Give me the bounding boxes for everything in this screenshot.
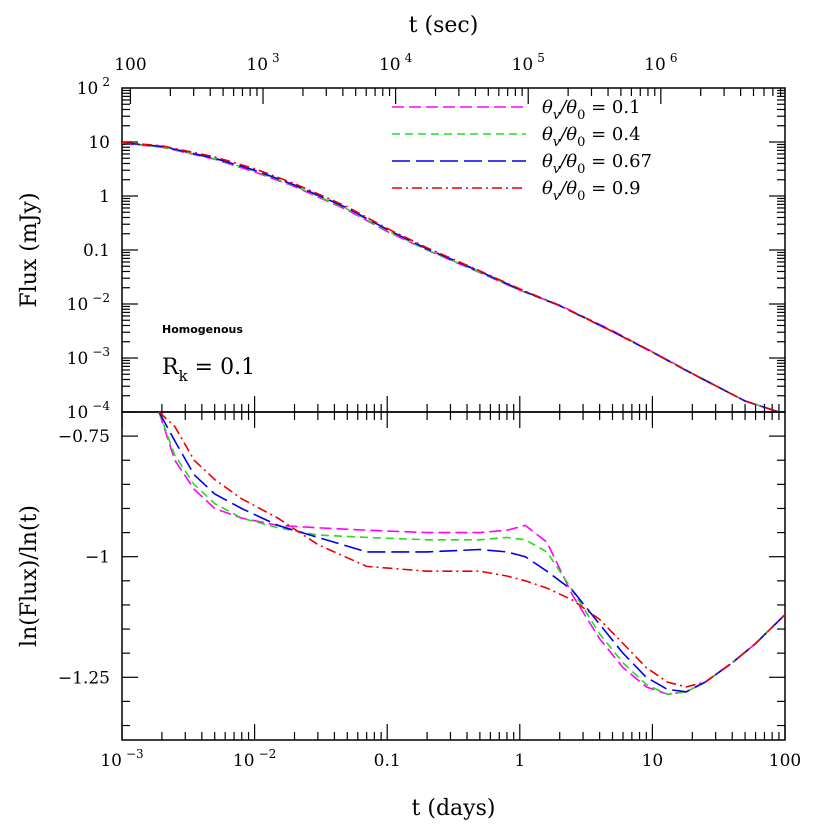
tick-marks [121, 88, 786, 740]
slope-series-line-3 [158, 412, 785, 688]
slope-series-line-0 [158, 412, 785, 696]
flux-y-tick-label: 1 [99, 187, 110, 207]
annotation-rk: Rk = 0.1 [162, 355, 255, 385]
annotation-homogenous: Homogenous [162, 323, 243, 336]
flux-y-tick-label: 10 −2 [67, 291, 110, 315]
flux-series-line-3 [122, 141, 780, 412]
x-tick-label: 100 [769, 751, 801, 771]
slope-series-line-1 [158, 412, 785, 696]
top-tick-label: 100 [114, 55, 146, 75]
flux-y-tick-label: 10 −4 [67, 399, 111, 423]
axis-titles: t (days) t (sec) Flux (mJy) ln(Flux)/ln(t) [17, 13, 495, 821]
top-tick-label: 10 4 [379, 51, 413, 75]
flux-y-axis-title: Flux (mJy) [17, 192, 42, 307]
plot-panels [121, 87, 786, 741]
tick-labels: 10 −3 10 −2 0.1 1 10 100 100 10 3 10 4 10 5 10 6 10 2 10 1 0.… [58, 51, 801, 771]
x-tick-label: 1 [514, 751, 525, 771]
legend: θv/θ0 = 0.1θv/θ0 = 0.4θv/θ0 = 0.67θv/θ0 … [392, 97, 652, 204]
top-axis-title: t (sec) [409, 13, 479, 38]
slope-panel-frame [121, 411, 786, 741]
top-tick-label: 10 5 [512, 51, 545, 75]
flux-y-tick-label: 10 −3 [67, 345, 110, 369]
legend-label-1: θv/θ0 = 0.4 [542, 124, 641, 150]
x-tick-label: 10 −3 [100, 747, 143, 771]
x-tick-label: 0.1 [374, 751, 401, 771]
slope-y-tick-label: −0.75 [58, 427, 110, 447]
x-tick-label: 10 [642, 751, 664, 771]
series-lines [122, 141, 785, 696]
flux-series-line-0 [122, 142, 780, 412]
top-tick-label: 10 6 [644, 51, 677, 75]
slope-y-tick-label: −1 [85, 548, 110, 568]
flux-y-tick-label: 10 2 [77, 75, 110, 99]
x-axis-title: t (days) [412, 796, 496, 821]
flux-y-tick-label: 0.1 [83, 241, 110, 261]
slope-y-tick-label: −1.25 [58, 668, 110, 688]
x-tick-label: 10 −2 [233, 747, 276, 771]
annotations: Homogenous Rk = 0.1 [162, 323, 255, 385]
slope-series-line-2 [158, 412, 785, 693]
top-tick-label: 10 3 [246, 51, 279, 75]
slope-y-axis-title: ln(Flux)/ln(t) [17, 505, 42, 647]
legend-label-3: θv/θ0 = 0.9 [542, 178, 641, 204]
legend-label-0: θv/θ0 = 0.1 [542, 97, 641, 123]
legend-label-2: θv/θ0 = 0.67 [542, 151, 652, 177]
flux-series-line-1 [122, 142, 780, 412]
flux-y-tick-label: 10 [88, 133, 110, 153]
